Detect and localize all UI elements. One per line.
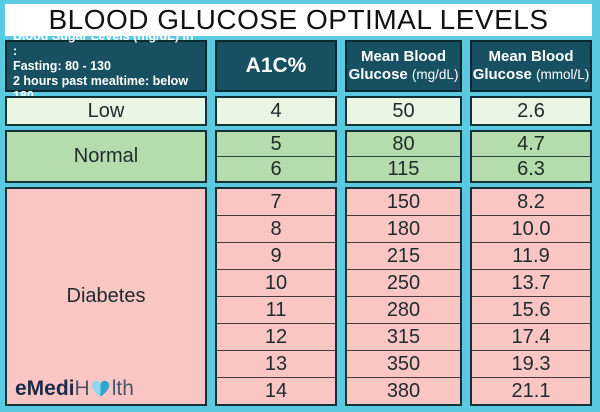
mgdl-cell: 50 — [345, 96, 462, 126]
a1c-cell: 6 — [217, 156, 335, 181]
normal-mgdl-column: 80 115 — [345, 130, 462, 183]
col-header-mmol-line2: Glucose (mmol/L) — [472, 66, 590, 83]
a1c-cell: 13 — [217, 350, 335, 377]
a1c-cell: 14 — [217, 377, 335, 404]
page-title: BLOOD GLUCOSE OPTIMAL LEVELS — [5, 4, 592, 36]
normal-a1c-column: 5 6 — [215, 130, 337, 183]
mgdl-unit: (mg/dL) — [411, 67, 459, 82]
diabetes-a1c-column: 7 8 9 10 11 12 13 14 — [215, 187, 337, 406]
normal-mmol-column: 4.7 6.3 — [470, 130, 592, 183]
mgdl-cell: 115 — [347, 156, 460, 181]
col-header-mmol-line1: Mean Blood — [488, 48, 574, 65]
mgdl-cell: 80 — [392, 132, 415, 155]
mgdl-cell: 380 — [347, 377, 460, 404]
a1c-cell: 5 — [270, 132, 282, 155]
mmol-cell: 8.2 — [517, 190, 545, 213]
a1c-cell: 10 — [217, 269, 335, 296]
category-label-diabetes: Diabetes — [66, 285, 146, 307]
col-header-mgdl-line1: Mean Blood — [361, 48, 446, 65]
a1c-cell: 11 — [217, 296, 335, 323]
mmol-cell: 6.3 — [472, 156, 590, 181]
a1c-cell: 12 — [217, 323, 335, 350]
mmol-cell: 4.7 — [517, 132, 545, 155]
category-label-normal: Normal — [5, 130, 207, 183]
mmol-cell: 21.1 — [472, 377, 590, 404]
col-header-mmol: Mean Blood Glucose (mmol/L) — [470, 40, 592, 92]
glucose-table: Blood Sugar Levels (mg/dL) in : Fasting:… — [5, 29, 592, 406]
mgdl-cell: 180 — [347, 215, 460, 242]
info-line-fasting-range: Fasting: 80 - 130 — [13, 58, 111, 73]
mgdl-cell: 150 — [386, 190, 421, 213]
mgdl-cell: 250 — [347, 269, 460, 296]
logo-part-lth: lth — [111, 377, 134, 400]
a1c-cell: 4 — [215, 96, 337, 126]
col-header-a1c: A1C% — [215, 40, 337, 92]
a1c-cell: 8 — [217, 215, 335, 242]
mgdl-cell: 280 — [347, 296, 460, 323]
mgdl-cell: 315 — [347, 323, 460, 350]
mgdl-cell: 215 — [347, 242, 460, 269]
mmol-cell: 17.4 — [472, 323, 590, 350]
category-label-low: Low — [5, 96, 207, 126]
mmol-cell: 11.9 — [472, 242, 590, 269]
info-line-fasting-header: Blood Sugar Levels (mg/dL) in : — [13, 28, 194, 58]
mmol-cell: 19.3 — [472, 350, 590, 377]
a1c-cell: 9 — [217, 242, 335, 269]
diabetes-mmol-column: 8.2 10.0 11.9 13.7 15.6 17.4 19.3 21.1 — [470, 187, 592, 406]
mmol-cell: 2.6 — [470, 96, 592, 126]
info-box: Blood Sugar Levels (mg/dL) in : Fasting:… — [5, 29, 207, 103]
a1c-cell: 7 — [270, 190, 282, 213]
col-header-mgdl: Mean Blood Glucose (mg/dL) — [345, 40, 462, 92]
diabetes-mgdl-column: 150 180 215 250 280 315 350 380 — [345, 187, 462, 406]
mmol-cell: 13.7 — [472, 269, 590, 296]
logo-part-emedi: eMedi — [15, 377, 75, 400]
mmol-cell: 15.6 — [472, 296, 590, 323]
mmol-cell: 10.0 — [472, 215, 590, 242]
col-header-mgdl-line2: Glucose (mg/dL) — [348, 66, 459, 83]
mmol-unit: (mmol/L) — [536, 67, 590, 82]
logo-part-h: H — [74, 377, 90, 400]
mgdl-cell: 350 — [347, 350, 460, 377]
heart-icon — [91, 380, 110, 398]
